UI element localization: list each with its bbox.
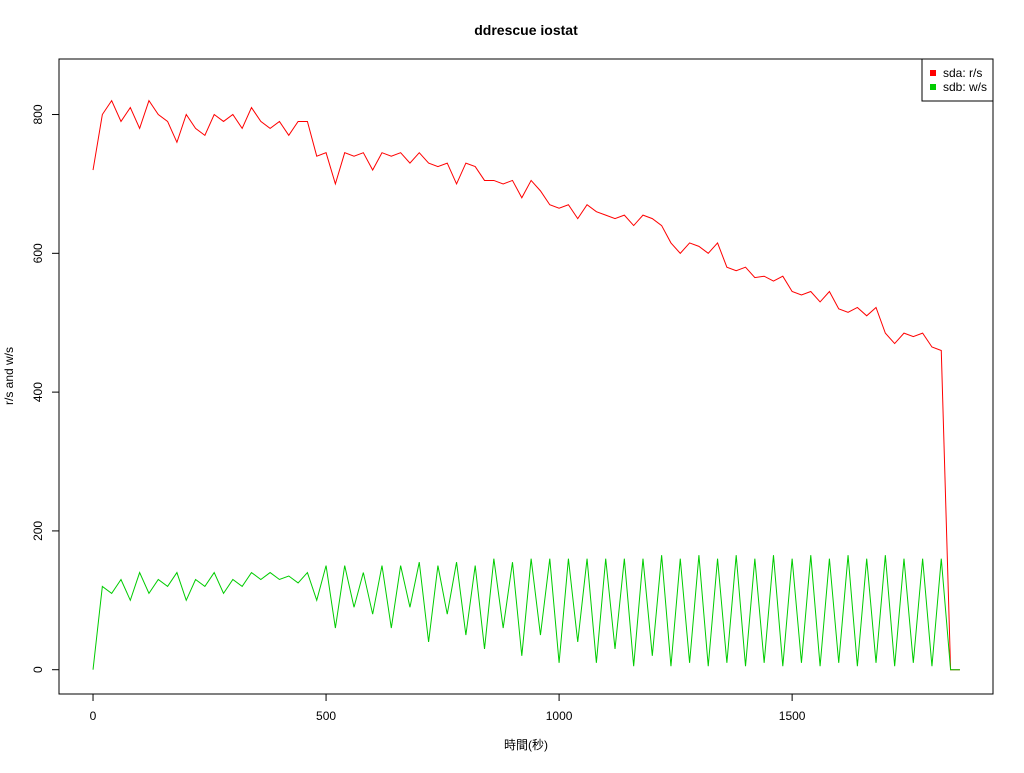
legend-box — [921, 58, 994, 102]
x-tick-label: 500 — [316, 709, 336, 723]
plot-frame — [58, 58, 994, 695]
y-tick-label: 800 — [31, 104, 45, 124]
chart-title: ddrescue iostat — [474, 22, 578, 38]
x-tick-label: 0 — [90, 709, 97, 723]
x-tick-label: 1500 — [779, 709, 806, 723]
legend-label: sdb: w/s — [943, 80, 987, 94]
legend-label: sda: r/s — [943, 66, 982, 80]
y-tick-label: 200 — [31, 521, 45, 541]
x-tick-label: 1000 — [546, 709, 573, 723]
series-line — [92, 99, 960, 671]
legend-swatch — [930, 70, 936, 76]
y-tick-label: 0 — [31, 666, 45, 673]
y-tick-label: 400 — [31, 382, 45, 402]
x-axis-label: 時間(秒) — [504, 738, 548, 752]
series-line — [92, 555, 960, 671]
y-tick-label: 600 — [31, 243, 45, 263]
legend-swatch — [930, 84, 936, 90]
y-axis-label: r/s and w/s — [2, 347, 16, 405]
